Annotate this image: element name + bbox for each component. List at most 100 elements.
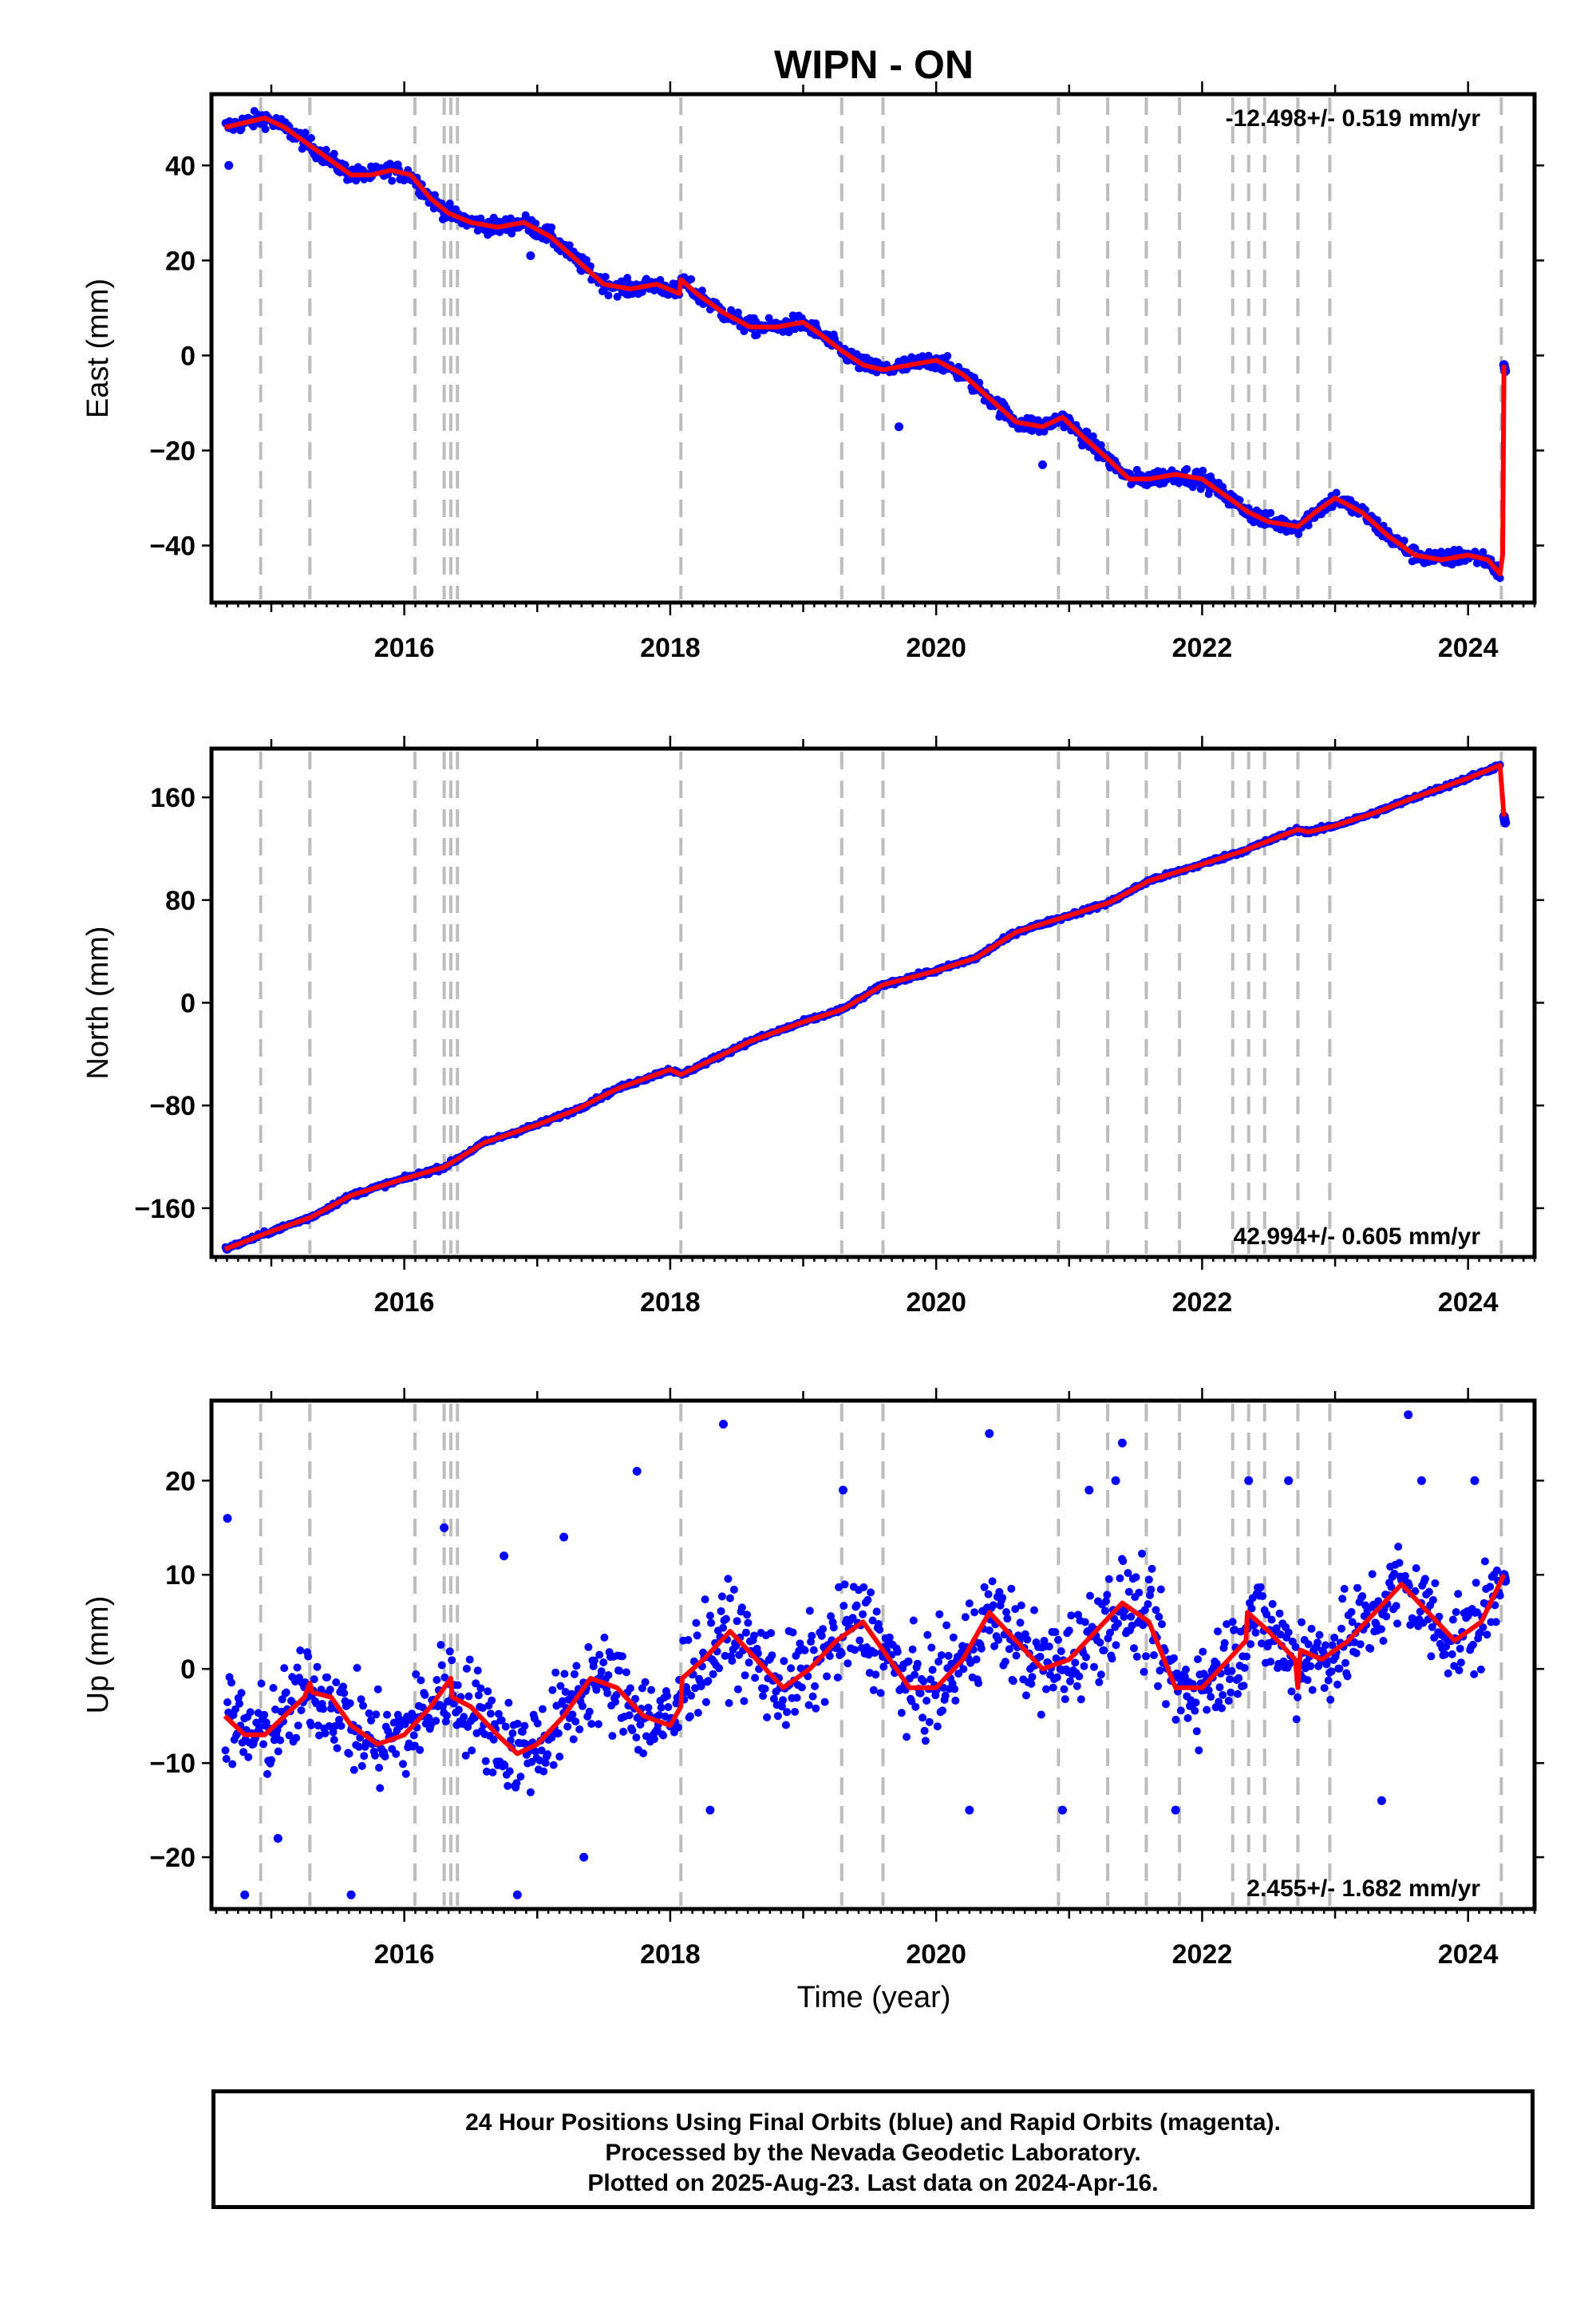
- data-point-up: [608, 1732, 617, 1741]
- data-point-up: [1104, 1575, 1113, 1583]
- data-point-up: [1130, 1644, 1138, 1653]
- data-point-up: [332, 1678, 341, 1686]
- data-point-up: [538, 1705, 547, 1713]
- data-point-up: [222, 1754, 231, 1763]
- data-point-up: [911, 1670, 919, 1679]
- data-point-up: [1132, 1573, 1140, 1582]
- outlier-point-east: [224, 160, 234, 170]
- data-point-up: [783, 1708, 792, 1717]
- data-point-up: [468, 1746, 476, 1755]
- data-point-up: [276, 1736, 285, 1745]
- x-tick-label-north: 2022: [1172, 1287, 1233, 1318]
- data-point-up: [1476, 1665, 1485, 1674]
- data-point-up: [780, 1657, 788, 1666]
- data-point-up: [1012, 1651, 1021, 1660]
- data-point-up: [1239, 1682, 1248, 1690]
- data-point-up: [1448, 1650, 1456, 1658]
- outlier-point-east: [526, 251, 535, 260]
- outlier-point-up: [440, 1523, 449, 1532]
- data-point-up: [859, 1610, 867, 1618]
- data-point-up: [1303, 1676, 1312, 1685]
- data-point-up: [650, 1735, 658, 1744]
- data-point-up: [1454, 1590, 1463, 1599]
- data-point-up: [282, 1688, 290, 1697]
- data-point-up: [611, 1697, 620, 1706]
- data-point-up: [375, 1764, 383, 1772]
- x-tick-label-east: 2016: [374, 633, 435, 663]
- data-point-up: [1135, 1588, 1144, 1597]
- data-point-up: [733, 1685, 742, 1694]
- data-point-up: [820, 1697, 829, 1706]
- data-point-up: [928, 1666, 937, 1674]
- data-point-up: [1307, 1624, 1316, 1633]
- data-point-up: [1095, 1678, 1104, 1686]
- data-point-up: [1256, 1583, 1265, 1591]
- data-point-east: [1400, 536, 1408, 545]
- y-tick-label-east: −20: [149, 436, 196, 466]
- data-point-up: [741, 1671, 749, 1680]
- data-point-up: [597, 1667, 606, 1676]
- data-point-east: [1304, 521, 1313, 530]
- data-point-up: [346, 1699, 354, 1708]
- outlier-point-up: [1377, 1796, 1386, 1805]
- data-point-up: [1431, 1579, 1440, 1587]
- outlier-point-up: [719, 1420, 728, 1429]
- data-point-up: [759, 1692, 768, 1700]
- data-point-up: [622, 1668, 630, 1677]
- data-point-up: [1065, 1626, 1073, 1635]
- rate-label-north: 42.994+/- 0.605 mm/yr: [1234, 1223, 1481, 1250]
- data-point-up: [1162, 1700, 1170, 1709]
- data-point-up: [1155, 1612, 1163, 1621]
- data-point-up: [933, 1722, 942, 1731]
- data-point-up: [920, 1726, 929, 1735]
- data-point-up: [432, 1717, 440, 1725]
- data-point-up: [768, 1651, 776, 1660]
- data-point-east: [322, 145, 330, 154]
- data-point-up: [560, 1670, 569, 1678]
- data-point-up: [871, 1670, 880, 1679]
- data-point-up: [792, 1694, 801, 1702]
- data-point-up: [433, 1676, 441, 1684]
- data-point-up: [949, 1633, 958, 1642]
- data-point-up: [663, 1692, 672, 1700]
- data-point-up: [259, 1740, 267, 1749]
- outlier-point-up: [346, 1890, 356, 1899]
- data-point-up: [448, 1656, 456, 1665]
- data-point-up: [1028, 1673, 1037, 1682]
- data-point-up: [445, 1647, 454, 1656]
- data-point-up: [1194, 1655, 1202, 1664]
- data-point-up: [817, 1631, 826, 1640]
- data-point-up: [1315, 1630, 1324, 1639]
- data-point-up: [1077, 1695, 1085, 1704]
- data-point-up: [1266, 1658, 1275, 1666]
- data-point-up: [1147, 1585, 1156, 1594]
- data-point-up: [1343, 1672, 1352, 1681]
- data-point-up: [1096, 1638, 1104, 1647]
- data-point-east: [1495, 574, 1504, 583]
- data-point-up: [1218, 1704, 1226, 1713]
- data-point-up: [321, 1729, 330, 1737]
- data-point-up: [504, 1698, 513, 1707]
- data-point-up: [942, 1621, 951, 1630]
- data-point-east: [687, 275, 696, 283]
- data-point-up: [923, 1630, 932, 1639]
- data-point-up: [1227, 1688, 1235, 1697]
- data-point-up: [1347, 1607, 1356, 1616]
- data-point-up: [1268, 1599, 1277, 1608]
- data-point-up: [961, 1613, 970, 1622]
- data-point-up: [1456, 1658, 1465, 1667]
- data-point-up: [1455, 1666, 1464, 1674]
- data-point-east: [1083, 428, 1092, 437]
- data-point-up: [974, 1679, 983, 1687]
- data-point-up: [767, 1629, 776, 1638]
- x-tick-label-east: 2020: [906, 633, 966, 663]
- data-point-up: [984, 1590, 993, 1599]
- data-point-up: [1191, 1698, 1200, 1707]
- data-point-up: [371, 1751, 379, 1760]
- data-point-east: [1411, 544, 1420, 553]
- data-point-up: [330, 1736, 338, 1744]
- data-point-up: [1140, 1667, 1148, 1676]
- data-point-up: [1176, 1706, 1185, 1715]
- data-point-up: [1353, 1583, 1361, 1592]
- data-point-up: [1306, 1662, 1315, 1670]
